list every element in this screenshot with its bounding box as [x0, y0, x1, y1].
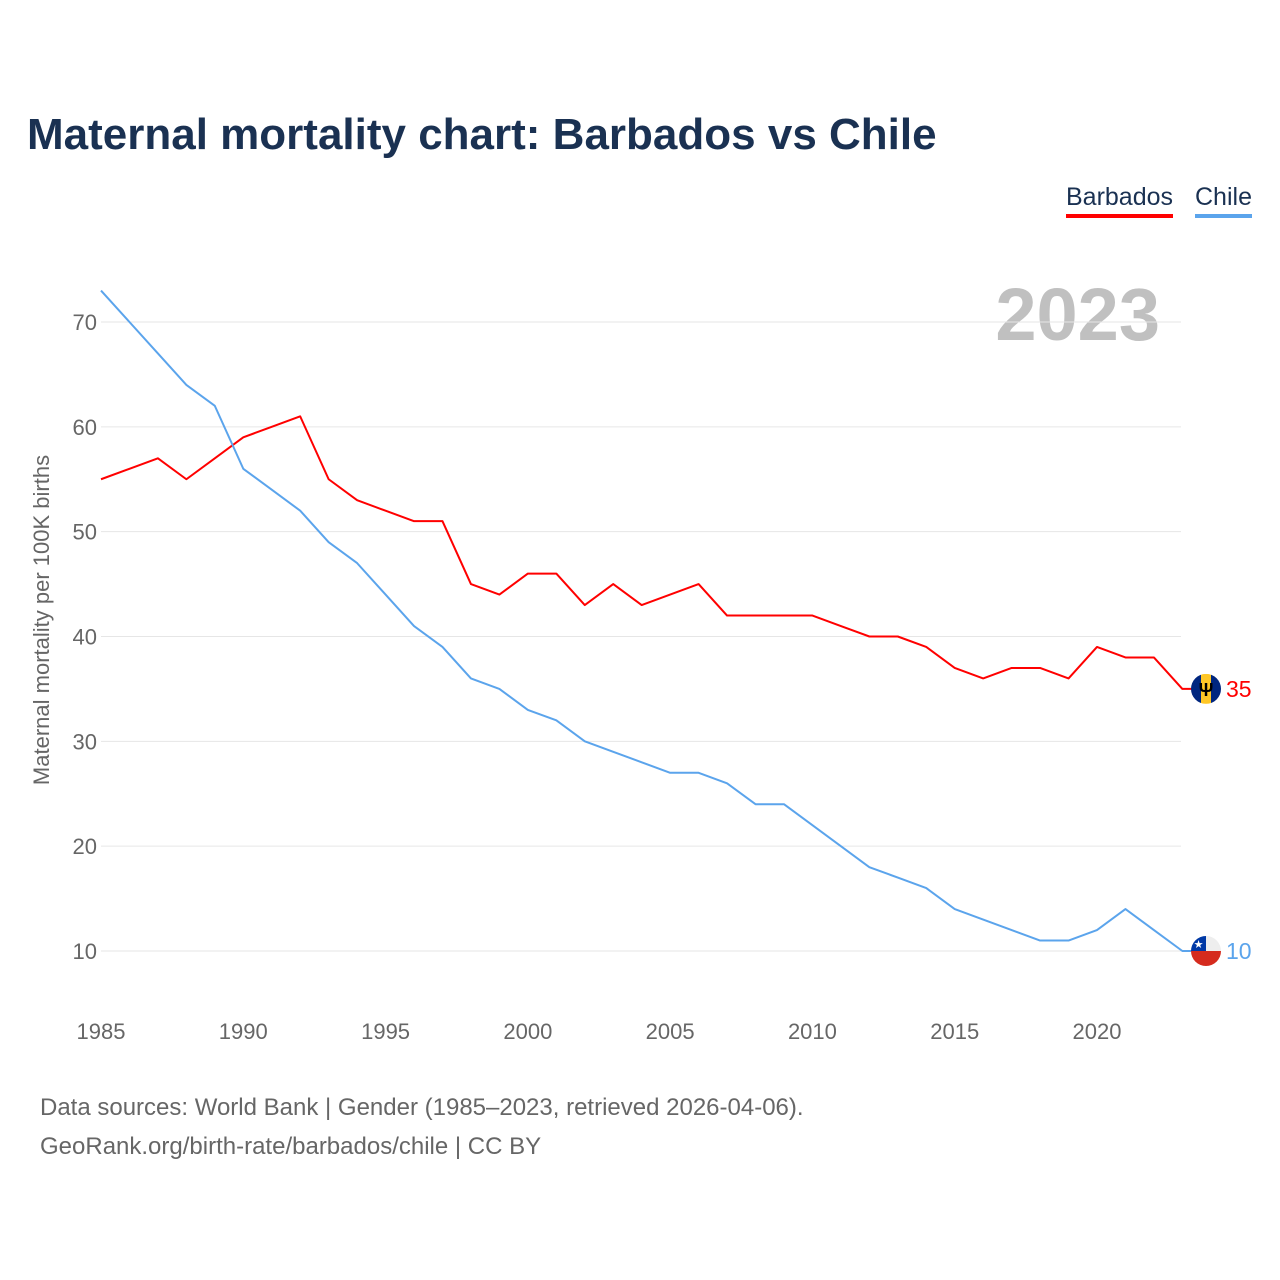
year-label: 2023: [995, 273, 1160, 356]
x-tick-label: 2005: [646, 1019, 695, 1044]
barbados-flag-icon: Ψ: [1191, 673, 1221, 704]
y-tick-label: 50: [73, 520, 97, 545]
source-note: Data sources: World Bank | Gender (1985–…: [40, 1088, 804, 1166]
x-tick-label: 1990: [219, 1019, 268, 1044]
series-line-chile: [100, 289, 1195, 952]
x-tick-label: 2020: [1073, 1019, 1122, 1044]
svg-text:★: ★: [1194, 939, 1204, 951]
end-value-chile: 10: [1226, 938, 1252, 964]
x-tick-label: 1985: [77, 1019, 126, 1044]
legend-barbados[interactable]: Barbados: [1066, 183, 1174, 218]
series-line-barbados: [100, 415, 1195, 690]
y-tick-label: 60: [73, 415, 97, 440]
end-value-barbados: 35: [1226, 676, 1252, 702]
x-tick-label: 2000: [503, 1019, 552, 1044]
chile-flag-icon: ★: [1191, 936, 1221, 966]
x-tick-label: 2015: [930, 1019, 979, 1044]
y-tick-label: 10: [73, 939, 97, 964]
y-tick-label: 40: [73, 625, 97, 650]
y-tick-label: 70: [73, 310, 97, 335]
y-tick-label: 30: [73, 729, 97, 754]
x-tick-label: 2010: [788, 1019, 837, 1044]
y-tick-label: 20: [73, 834, 97, 859]
svg-text:Ψ: Ψ: [1199, 680, 1214, 700]
x-tick-label: 1995: [361, 1019, 410, 1044]
legend-chile[interactable]: Chile: [1195, 183, 1252, 218]
source-line-1: Data sources: World Bank | Gender (1985–…: [40, 1094, 804, 1121]
chart-title: Maternal mortality chart: Barbados vs Ch…: [27, 110, 937, 159]
source-line-2[interactable]: GeoRank.org/birth-rate/barbados/chile | …: [40, 1133, 542, 1160]
